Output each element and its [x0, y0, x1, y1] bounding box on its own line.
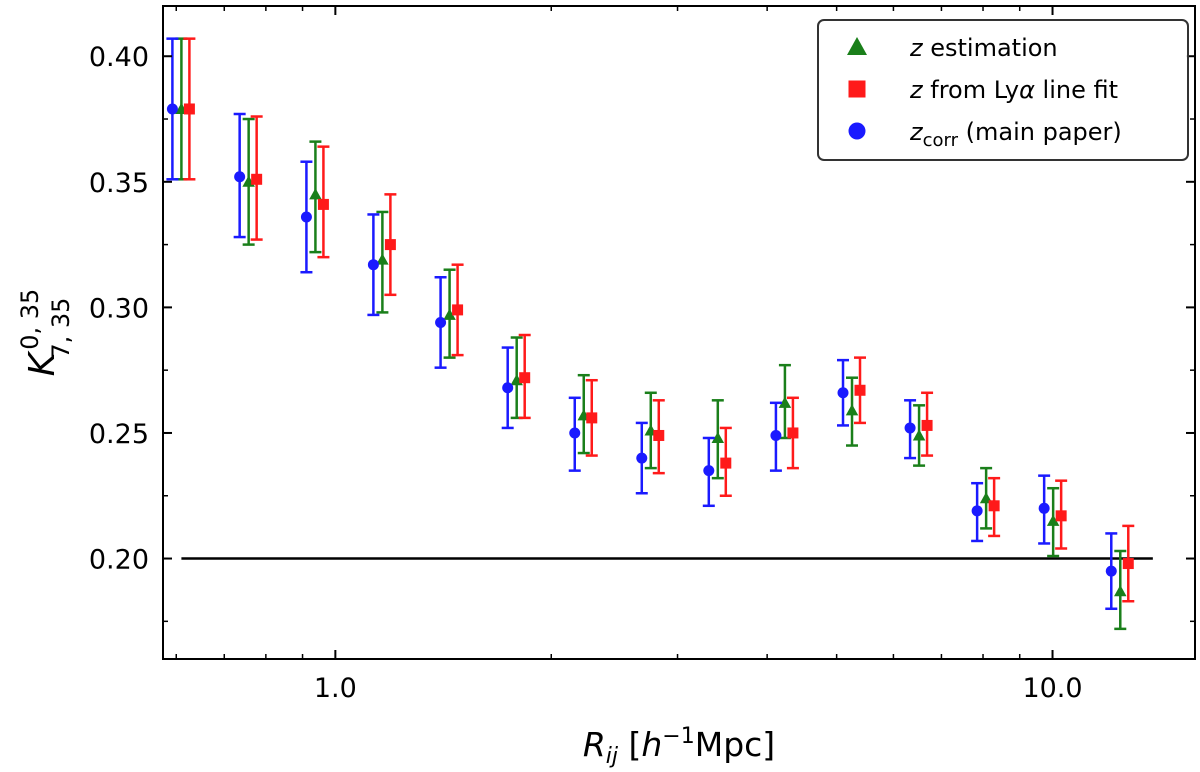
- data-point: [971, 505, 983, 517]
- y-tick-label: 0.35: [89, 168, 149, 199]
- data-point: [251, 173, 263, 185]
- y-axis-label-main: K: [22, 350, 63, 376]
- data-point: [317, 198, 329, 210]
- data-point: [452, 304, 464, 316]
- data-point: [183, 103, 195, 115]
- legend-markers: [847, 37, 867, 140]
- data-point: [1114, 584, 1127, 597]
- data-point: [569, 427, 581, 439]
- y-axis-label: K0, 35 7, 35: [16, 289, 75, 377]
- data-point: [988, 500, 1000, 512]
- data-point: [234, 171, 246, 183]
- legend-marker-z-estimation: [847, 37, 867, 55]
- data-point: [384, 239, 396, 251]
- series-layer: [166, 37, 1135, 631]
- data-point: [720, 457, 732, 469]
- y-tick-label: 0.20: [89, 545, 149, 576]
- legend-marker-z-corr: [848, 122, 866, 140]
- data-point: [904, 422, 916, 434]
- data-point: [703, 465, 715, 477]
- x-axis-label-h: h: [641, 725, 662, 764]
- data-point: [1105, 565, 1117, 577]
- data-point: [636, 452, 648, 464]
- legend-entry-z-corr: zcorr (main paper): [909, 118, 1122, 151]
- data-point: [166, 103, 178, 115]
- data-point: [711, 431, 725, 443]
- data-point: [1038, 502, 1050, 514]
- x-axis-label-sub: ij: [606, 744, 619, 769]
- series-z-corr: [166, 37, 1118, 611]
- data-point: [586, 412, 598, 424]
- series-z-lya-fit: [183, 37, 1135, 603]
- data-point: [787, 427, 799, 439]
- data-point: [778, 396, 792, 408]
- data-point: [443, 308, 456, 320]
- data-point: [376, 253, 389, 265]
- x-tick-label: 1.0: [314, 673, 357, 704]
- data-point: [435, 316, 447, 328]
- legend-entry-z-lya-fit: z from Lyα line fit: [909, 76, 1118, 104]
- series-z-estimation: [175, 37, 1127, 631]
- y-tick-label: 0.30: [89, 293, 149, 324]
- data-point: [1046, 514, 1060, 526]
- svg-text:K0, 357, 35: K0, 35 7, 35: [16, 289, 75, 377]
- data-point: [502, 382, 514, 394]
- x-axis-label-open: [: [618, 725, 641, 764]
- data-point: [653, 429, 665, 441]
- data-point: [300, 211, 312, 223]
- y-axis-label-sup: 0, 35: [16, 289, 44, 350]
- data-point: [837, 387, 849, 399]
- legend-marker-z-lya-fit: [848, 80, 866, 98]
- data-point: [1055, 510, 1067, 522]
- data-point: [921, 419, 933, 431]
- x-axis-label: Rij [h−1Mpc]: [583, 724, 775, 769]
- data-point: [854, 384, 866, 396]
- data-point: [367, 259, 379, 271]
- data-point: [912, 429, 926, 441]
- data-point: [845, 404, 859, 416]
- plot-frame: [162, 5, 1196, 660]
- x-axis-label-unit: Mpc]: [695, 725, 775, 764]
- data-point: [1122, 558, 1134, 570]
- legend: z estimation z from Lyα line fit zcorr (…: [817, 19, 1189, 161]
- x-axis-label-exp: −1: [662, 724, 694, 749]
- y-tick-label: 0.25: [89, 419, 149, 450]
- axis-ticks: 0.20 0.25 0.30 0.35 0.40 1.0 10.0: [89, 6, 1195, 704]
- y-tick-label: 0.40: [89, 42, 149, 73]
- x-axis-label-main: R: [583, 725, 606, 764]
- data-point: [519, 372, 531, 384]
- data-point: [309, 188, 322, 200]
- legend-box: [817, 19, 1189, 161]
- legend-entry-z-estimation: z estimation: [909, 34, 1058, 62]
- x-tick-label: 10.0: [1022, 673, 1082, 704]
- data-point: [770, 429, 782, 441]
- y-axis-label-sub: 7, 35: [47, 298, 75, 359]
